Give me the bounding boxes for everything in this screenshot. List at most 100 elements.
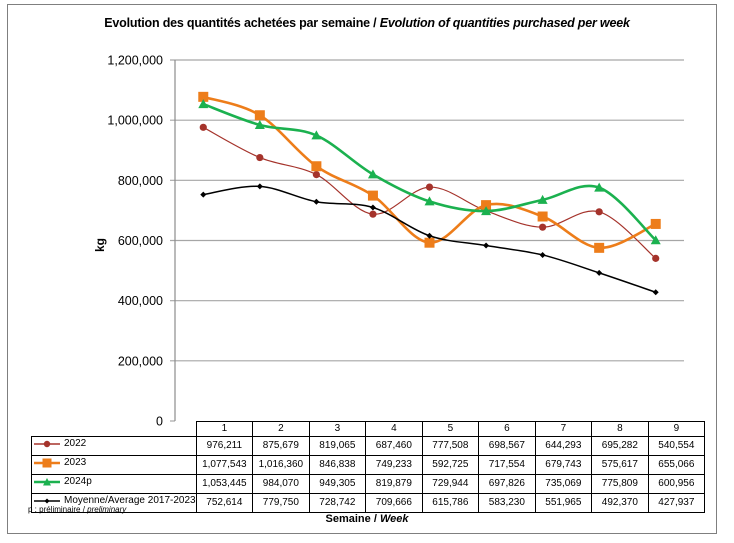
data-value-cell: 687,460 bbox=[365, 436, 423, 456]
data-value-cell: 819,879 bbox=[365, 474, 423, 494]
y-tick-label: 400,000 bbox=[118, 294, 163, 308]
data-value-cell: 976,211 bbox=[195, 436, 254, 456]
data-value-cell: 697,826 bbox=[478, 474, 536, 494]
data-value-cell: 777,508 bbox=[421, 436, 480, 456]
week-header: 8 bbox=[591, 421, 649, 437]
legend-square-marker-icon bbox=[34, 458, 60, 468]
series-line bbox=[202, 95, 657, 250]
footnote-en: preliminary bbox=[87, 505, 127, 514]
legend-item: 2024p bbox=[32, 476, 92, 490]
data-point bbox=[424, 196, 435, 206]
data-value-cell: 728,742 bbox=[308, 493, 367, 513]
legend-item: 2022 bbox=[32, 438, 87, 452]
y-tick-label: 200,000 bbox=[118, 354, 163, 368]
data-value-cell: 775,809 bbox=[591, 474, 649, 494]
data-point bbox=[594, 182, 605, 192]
data-point bbox=[537, 194, 548, 204]
data-point bbox=[652, 289, 659, 296]
data-value-cell: 717,554 bbox=[478, 455, 536, 475]
legend-entry: 2022 bbox=[31, 436, 197, 456]
data-value-cell: 984,070 bbox=[252, 474, 310, 494]
legend-label: 2024p bbox=[64, 476, 92, 487]
legend-entry: 2024p bbox=[31, 474, 197, 494]
x-axis-label-sep: / bbox=[370, 513, 380, 525]
data-value-cell: 779,750 bbox=[252, 493, 310, 513]
x-axis-label: Semaine / Week bbox=[0, 513, 734, 525]
data-point bbox=[199, 123, 207, 131]
legend-item: Moyenne/Average 2017-2023 bbox=[32, 495, 196, 509]
data-point bbox=[652, 254, 660, 262]
series-group bbox=[198, 91, 661, 296]
data-point bbox=[596, 269, 603, 276]
week-header: 6 bbox=[478, 421, 536, 437]
data-value-cell: 846,838 bbox=[308, 455, 367, 475]
legend-label: 2023 bbox=[64, 457, 87, 468]
data-value-cell: 1,053,445 bbox=[195, 474, 254, 494]
data-value-cell: 1,077,543 bbox=[195, 455, 254, 475]
data-point bbox=[312, 170, 320, 179]
data-point bbox=[367, 190, 378, 201]
data-point bbox=[369, 204, 376, 211]
data-value-cell: 540,554 bbox=[647, 436, 706, 456]
y-axis-label: kg bbox=[93, 238, 107, 252]
footnote-sep: / bbox=[80, 505, 88, 514]
week-header: 2 bbox=[252, 421, 310, 437]
week-header: 5 bbox=[421, 421, 480, 437]
legend-label: 2022 bbox=[64, 438, 87, 449]
y-axis-ticks: 0200,000400,000600,000800,0001,000,0001,… bbox=[107, 54, 163, 429]
data-value-cell: 655,066 bbox=[647, 455, 706, 475]
data-value-cell: 644,293 bbox=[534, 436, 593, 456]
data-point bbox=[483, 242, 490, 249]
chart-title: Evolution des quantités achetées par sem… bbox=[0, 16, 734, 30]
table-row: 2024p 1,053,445 984,070 949,305 819,879 729,9… bbox=[31, 474, 706, 494]
data-value-cell: 752,614 bbox=[195, 493, 254, 513]
data-value-cell: 698,567 bbox=[478, 436, 536, 456]
data-value-cell: 749,233 bbox=[365, 455, 423, 475]
data-point bbox=[254, 110, 265, 121]
data-value-cell: 875,679 bbox=[252, 436, 310, 456]
data-point bbox=[539, 251, 546, 258]
week-header: 9 bbox=[647, 421, 706, 437]
data-point bbox=[311, 161, 322, 172]
data-point bbox=[425, 183, 434, 191]
y-tick-label: 800,000 bbox=[118, 174, 163, 188]
series-2024p bbox=[198, 99, 661, 245]
data-point bbox=[650, 218, 661, 229]
legend-item: 2023 bbox=[32, 457, 87, 471]
y-tick-label: 1,000,000 bbox=[107, 114, 163, 128]
data-point bbox=[256, 183, 263, 190]
data-point bbox=[595, 208, 603, 216]
x-axis-label-fr: Semaine bbox=[325, 513, 371, 525]
table-row: 2022 976,211 875,679 819,065 687,460 777,508 6… bbox=[31, 436, 706, 456]
week-header: 4 bbox=[365, 421, 423, 437]
data-value-cell: 695,282 bbox=[591, 436, 649, 456]
data-value-cell: 427,937 bbox=[647, 493, 706, 513]
table-row: Moyenne/Average 2017-2023 752,614 779,750 7… bbox=[31, 493, 706, 513]
data-value-cell: 735,069 bbox=[534, 474, 593, 494]
data-value-cell: 819,065 bbox=[308, 436, 367, 456]
y-tick-label: 1,200,000 bbox=[107, 54, 163, 68]
data-point bbox=[198, 99, 209, 109]
legend-label: Moyenne/Average 2017-2023 bbox=[64, 495, 196, 506]
data-point bbox=[311, 130, 322, 140]
data-value-cell: 551,965 bbox=[534, 493, 593, 513]
series-moyenne-average-2017-2023 bbox=[200, 183, 659, 296]
data-point bbox=[539, 223, 547, 231]
data-point bbox=[481, 206, 492, 216]
chart-title-sep: / bbox=[369, 16, 380, 30]
data-point bbox=[481, 200, 492, 211]
data-point bbox=[256, 153, 264, 162]
data-point bbox=[594, 242, 605, 253]
footnote-fr: p : préliminaire bbox=[28, 505, 81, 514]
legend-triangle-marker-icon bbox=[34, 478, 60, 486]
data-point bbox=[650, 235, 661, 245]
data-point bbox=[254, 119, 265, 129]
week-header: 3 bbox=[308, 421, 367, 437]
data-value-cell: 709,666 bbox=[365, 493, 423, 513]
legend-entry: 2023 bbox=[31, 455, 197, 475]
chart-title-en: Evolution of quantities purchased per we… bbox=[379, 16, 630, 30]
week-header: 7 bbox=[534, 421, 593, 437]
footnote: p : préliminaire / preliminary bbox=[28, 505, 126, 514]
data-point bbox=[198, 91, 209, 102]
